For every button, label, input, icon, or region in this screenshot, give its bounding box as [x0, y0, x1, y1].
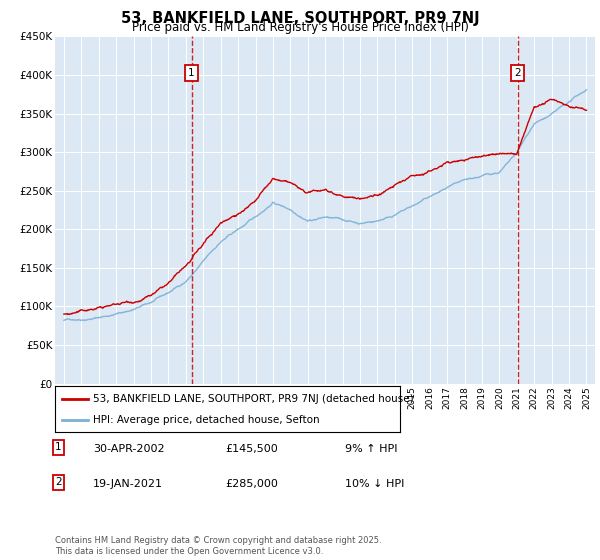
Text: £145,500: £145,500 — [225, 444, 278, 454]
Text: 2: 2 — [55, 477, 62, 487]
Text: 9% ↑ HPI: 9% ↑ HPI — [345, 444, 398, 454]
Text: 2: 2 — [514, 68, 521, 78]
Text: 10% ↓ HPI: 10% ↓ HPI — [345, 479, 404, 489]
Text: Contains HM Land Registry data © Crown copyright and database right 2025.
This d: Contains HM Land Registry data © Crown c… — [55, 536, 382, 556]
Text: 19-JAN-2021: 19-JAN-2021 — [93, 479, 163, 489]
Text: 1: 1 — [188, 68, 195, 78]
Text: 53, BANKFIELD LANE, SOUTHPORT, PR9 7NJ (detached house): 53, BANKFIELD LANE, SOUTHPORT, PR9 7NJ (… — [93, 394, 414, 404]
Text: HPI: Average price, detached house, Sefton: HPI: Average price, detached house, Seft… — [93, 415, 320, 425]
Text: 53, BANKFIELD LANE, SOUTHPORT, PR9 7NJ: 53, BANKFIELD LANE, SOUTHPORT, PR9 7NJ — [121, 11, 479, 26]
Text: Price paid vs. HM Land Registry's House Price Index (HPI): Price paid vs. HM Land Registry's House … — [131, 21, 469, 34]
Text: 1: 1 — [55, 442, 62, 452]
Text: £285,000: £285,000 — [225, 479, 278, 489]
Text: 30-APR-2002: 30-APR-2002 — [93, 444, 164, 454]
